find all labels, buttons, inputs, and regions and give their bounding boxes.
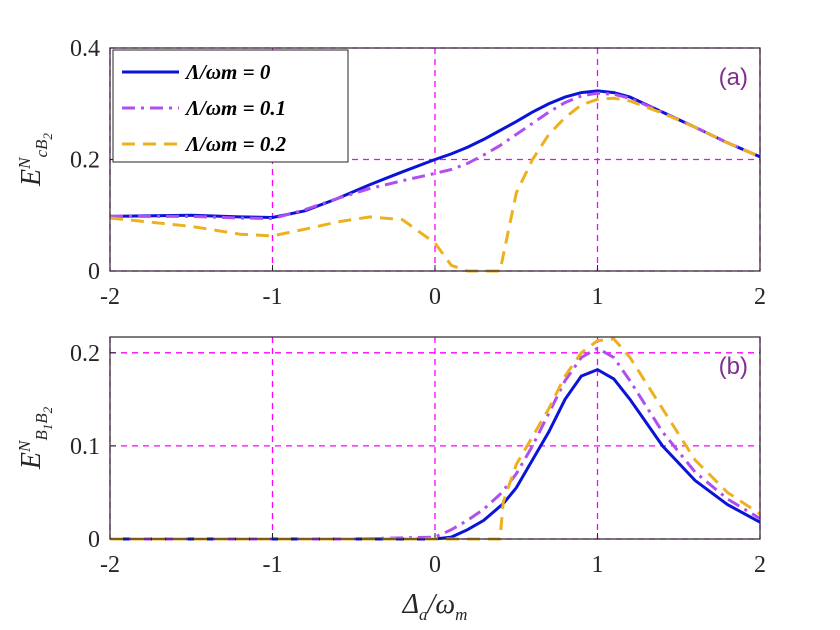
y-axis-label-part: 2 xyxy=(40,406,55,413)
x-tick-label: 0 xyxy=(429,552,441,578)
legend-label: Λ/ωm = 0 xyxy=(184,60,271,84)
panel-label: (b) xyxy=(719,353,748,380)
legend-label: Λ/ωm = 0.2 xyxy=(184,132,287,156)
x-tick-label: 1 xyxy=(592,552,604,578)
y-axis-label-part: B xyxy=(32,413,51,424)
y-axis-label-part: 2 xyxy=(40,133,55,140)
y-tick-label: 0.4 xyxy=(70,36,100,62)
x-axis-label-part: /ω xyxy=(426,589,456,620)
y-axis-label-part: E xyxy=(16,452,47,470)
x-tick-label: 2 xyxy=(754,284,766,310)
axes-box xyxy=(109,47,761,272)
y-axis-label-part: N xyxy=(15,156,34,170)
x-tick-label: -2 xyxy=(100,552,120,578)
x-axis-label: Δa/ωm xyxy=(402,589,468,624)
y-tick-label: 0 xyxy=(88,259,100,285)
y-tick-label: 0.2 xyxy=(70,148,100,174)
x-tick-label: 2 xyxy=(754,552,766,578)
y-tick-label: 0.2 xyxy=(70,341,100,367)
panel-label: (a) xyxy=(719,64,748,91)
y-tick-label: 0 xyxy=(88,527,100,553)
x-tick-label: 0 xyxy=(429,284,441,310)
x-tick-label: -1 xyxy=(263,284,283,310)
legend-label: Λ/ωm = 0.1 xyxy=(184,96,286,120)
x-axis-label-part: m xyxy=(455,605,467,624)
y-axis-label-part: N xyxy=(15,439,34,453)
x-tick-label: -1 xyxy=(263,552,283,578)
x-axis-label-part: a xyxy=(419,605,428,624)
x-tick-label: -2 xyxy=(100,284,120,310)
y-axis-label-part: 1 xyxy=(40,424,55,431)
y-axis-label: ENB1B2 xyxy=(15,406,55,470)
series-line xyxy=(109,96,761,273)
x-tick-label: 1 xyxy=(592,284,604,310)
axes-box xyxy=(109,336,761,540)
x-axis-label-part: Δ xyxy=(402,589,419,620)
y-axis-label: ENcB2 xyxy=(15,133,55,187)
series-line xyxy=(109,89,761,220)
series-line xyxy=(110,91,761,221)
y-tick-label: 0.1 xyxy=(70,434,100,460)
y-axis-label-part: cB xyxy=(32,139,51,158)
y-axis-label-part: E xyxy=(16,169,47,187)
y-axis-label-part: B xyxy=(32,430,51,441)
